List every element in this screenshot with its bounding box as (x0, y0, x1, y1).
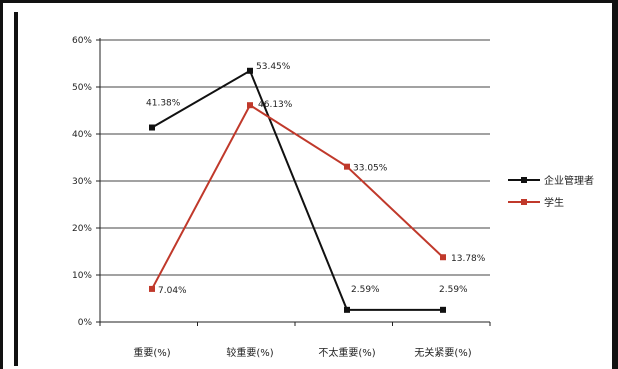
x-category-label: 较重要(%) (226, 346, 273, 359)
legend-label: 企业管理者 (544, 174, 594, 187)
data-label: 2.59% (439, 285, 468, 295)
data-label: 46.13% (258, 100, 293, 110)
y-tick-label: 40% (72, 130, 92, 140)
data-point (149, 124, 155, 131)
x-category-label: 不太重要(%) (318, 346, 375, 359)
x-category-label: 重要(%) (133, 346, 170, 359)
legend-swatch-marker (521, 177, 527, 183)
y-tick-label: 60% (72, 36, 92, 46)
data-point (344, 306, 350, 313)
series-line (151, 103, 444, 290)
y-tick-label: 30% (72, 177, 92, 187)
y-tick-label: 0% (78, 318, 93, 328)
data-label: 13.78% (451, 254, 486, 264)
legend-swatch-marker (521, 199, 527, 205)
data-label: 2.59% (351, 285, 380, 295)
y-tick-label: 10% (72, 271, 92, 281)
data-point (440, 254, 446, 261)
data-label: 41.38% (146, 99, 181, 109)
data-point (440, 306, 446, 313)
data-label: 33.05% (353, 164, 388, 174)
data-label: 7.04% (158, 286, 187, 296)
y-tick-label: 50% (72, 83, 92, 93)
data-point (149, 285, 155, 292)
y-tick-label: 20% (72, 224, 92, 234)
data-point (247, 67, 253, 74)
data-point (247, 102, 253, 109)
legend-label: 学生 (544, 196, 564, 209)
left-border-bar (14, 12, 18, 366)
x-category-label: 无关紧要(%) (414, 346, 471, 359)
data-label: 53.45% (256, 62, 291, 72)
series-line (151, 69, 443, 311)
data-point (344, 163, 350, 170)
